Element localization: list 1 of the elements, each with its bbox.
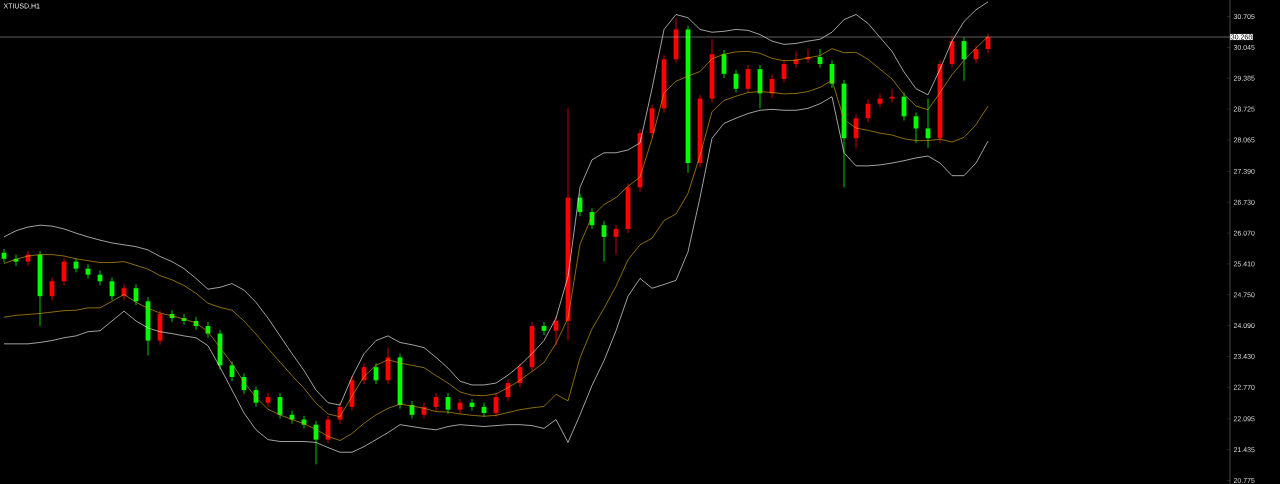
candlestick	[541, 321, 547, 336]
